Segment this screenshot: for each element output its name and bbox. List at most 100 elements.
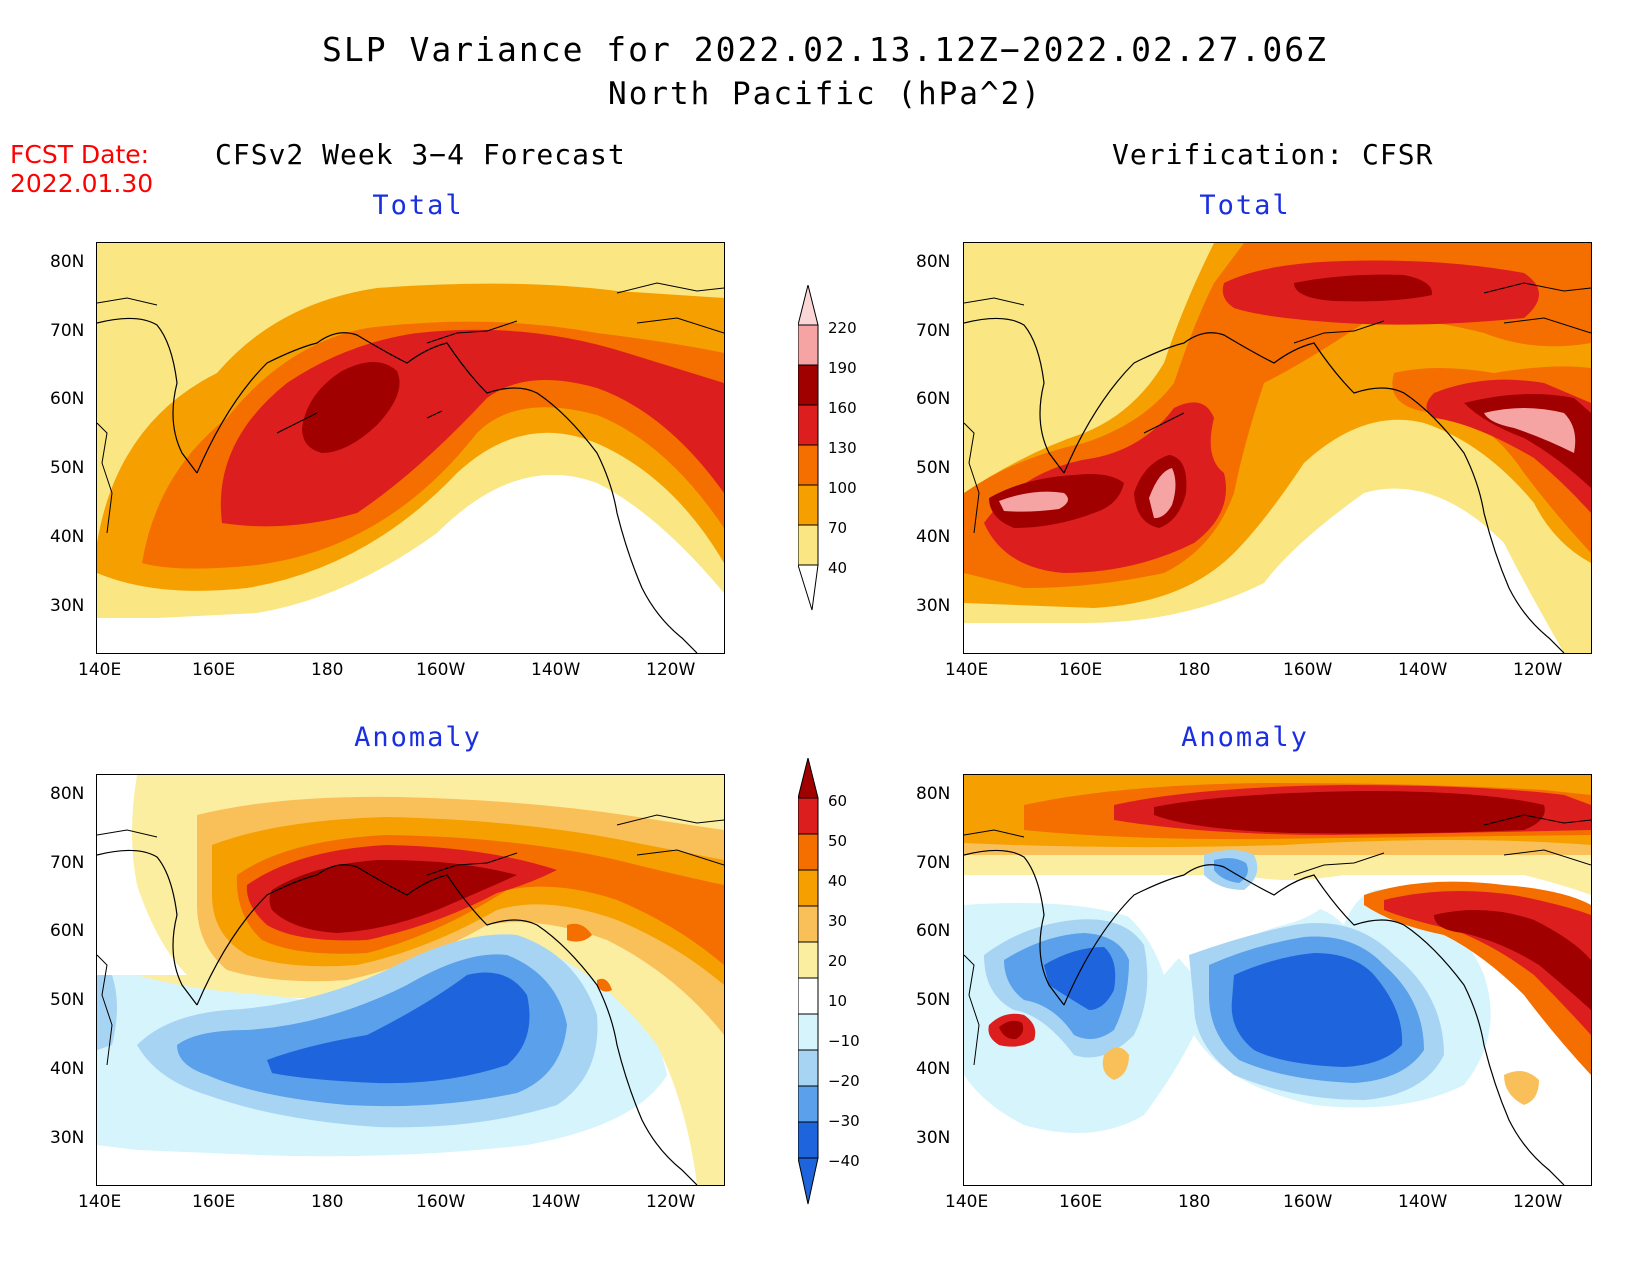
colorbar-total-label: 130 bbox=[828, 439, 857, 457]
lon-label: 160W bbox=[416, 660, 466, 680]
lat-label: 80N bbox=[916, 784, 951, 804]
cb-anom-boxes-swatch bbox=[797, 977, 819, 1015]
cb-anom-boxes-swatch bbox=[797, 941, 819, 979]
cb-anom-boxes-swatch bbox=[797, 905, 819, 943]
colorbar-total-label: 100 bbox=[828, 479, 857, 497]
lat-label: 40N bbox=[50, 1059, 85, 1079]
cb-total-boxes-swatch bbox=[797, 364, 819, 406]
lat-label: 50N bbox=[50, 990, 85, 1010]
colorbar-total bbox=[797, 284, 858, 615]
lon-label: 180 bbox=[1178, 1192, 1211, 1212]
colorbar-anomaly-label: 60 bbox=[828, 792, 848, 810]
lat-label: 30N bbox=[916, 596, 951, 616]
lat-label: 60N bbox=[50, 389, 85, 409]
panel-title-tl: Total bbox=[372, 190, 464, 221]
cb-anom-boxes-swatch bbox=[797, 1049, 819, 1087]
cb-total-boxes-swatch bbox=[797, 444, 819, 486]
lat-label: 60N bbox=[916, 389, 951, 409]
cb-anom-boxes-swatch bbox=[797, 1013, 819, 1051]
lon-label: 160E bbox=[192, 1192, 236, 1212]
lon-label: 140E bbox=[78, 1192, 122, 1212]
lat-label: 70N bbox=[916, 321, 951, 341]
lon-label: 140W bbox=[1398, 1192, 1448, 1212]
lon-label: 180 bbox=[311, 1192, 344, 1212]
lat-label: 40N bbox=[916, 527, 951, 547]
colorbar-anomaly-label: 20 bbox=[828, 952, 848, 970]
colorbar-total-label: 70 bbox=[828, 519, 848, 537]
colorbar-anomaly-label: −10 bbox=[828, 1032, 860, 1050]
cb-total-boxes-swatch bbox=[797, 484, 819, 526]
cb-anom-boxes-swatch bbox=[797, 1121, 819, 1159]
lon-label: 160W bbox=[1283, 1192, 1333, 1212]
lon-label: 140E bbox=[78, 660, 122, 680]
colorbar-anomaly-label: −30 bbox=[828, 1112, 860, 1130]
colorbar-total-bottom-arrow bbox=[797, 564, 819, 611]
panel-title-bl: Anomaly bbox=[354, 722, 482, 753]
colorbar-total-label: 190 bbox=[828, 359, 857, 377]
lat-label: 80N bbox=[916, 252, 951, 272]
lat-label: 80N bbox=[50, 252, 85, 272]
colorbar-anomaly-label: −40 bbox=[828, 1152, 860, 1170]
lat-label: 70N bbox=[916, 853, 951, 873]
cb-anom-boxes-swatch bbox=[797, 833, 819, 871]
lat-label: 80N bbox=[50, 784, 85, 804]
colorbar-anomaly-label: 10 bbox=[828, 992, 848, 1010]
cb-total-boxes-swatch bbox=[797, 404, 819, 446]
figure-title-line2: North Pacific (hPa^2) bbox=[608, 76, 1042, 112]
colorbar-total-top-arrow bbox=[797, 284, 819, 326]
cb-anom-boxes-swatch bbox=[797, 797, 819, 835]
lat-label: 60N bbox=[50, 921, 85, 941]
panel-title-br: Anomaly bbox=[1181, 722, 1309, 753]
lon-label: 180 bbox=[311, 660, 344, 680]
lon-label: 120W bbox=[1513, 660, 1563, 680]
lon-label: 140W bbox=[1398, 660, 1448, 680]
lon-label: 120W bbox=[646, 660, 696, 680]
lat-label: 50N bbox=[916, 990, 951, 1010]
colorbar-anomaly-label: −20 bbox=[828, 1072, 860, 1090]
map-verification-anomaly bbox=[963, 774, 1592, 1186]
lat-label: 30N bbox=[50, 596, 85, 616]
cb-total-boxes-swatch bbox=[797, 524, 819, 566]
map-verification-total bbox=[963, 242, 1592, 654]
lat-label: 30N bbox=[916, 1128, 951, 1148]
cb-total-boxes-swatch bbox=[797, 324, 819, 366]
map-forecast-anomaly bbox=[96, 774, 725, 1186]
lat-label: 50N bbox=[50, 458, 85, 478]
lon-label: 160E bbox=[1059, 1192, 1103, 1212]
map-forecast-total bbox=[96, 242, 725, 654]
colorbar-anomaly bbox=[797, 757, 858, 1208]
lon-label: 140E bbox=[945, 1192, 989, 1212]
lon-label: 160E bbox=[192, 660, 236, 680]
panel-title-tr: Total bbox=[1199, 190, 1291, 221]
lon-label: 160E bbox=[1059, 660, 1103, 680]
colorbar-anomaly-bottom-arrow bbox=[797, 1157, 819, 1205]
lat-label: 40N bbox=[916, 1059, 951, 1079]
colorbar-anomaly-label: 30 bbox=[828, 912, 848, 930]
verification-header: Verification: CFSR bbox=[1112, 138, 1434, 171]
forecast-header: CFSv2 Week 3−4 Forecast bbox=[215, 138, 626, 171]
lat-label: 30N bbox=[50, 1128, 85, 1148]
lon-label: 160W bbox=[1283, 660, 1333, 680]
lon-label: 120W bbox=[1513, 1192, 1563, 1212]
lon-label: 180 bbox=[1178, 660, 1211, 680]
lon-label: 120W bbox=[646, 1192, 696, 1212]
forecast-date: FCST Date: 2022.01.30 bbox=[10, 140, 153, 198]
forecast-date-value: 2022.01.30 bbox=[10, 169, 154, 198]
colorbar-anomaly-label: 40 bbox=[828, 872, 848, 890]
lat-label: 70N bbox=[50, 321, 85, 341]
lon-label: 140W bbox=[531, 1192, 581, 1212]
colorbar-anomaly-label: 50 bbox=[828, 832, 848, 850]
figure-title-line1: SLP Variance for 2022.02.13.12Z−2022.02.… bbox=[322, 30, 1328, 69]
lon-label: 140W bbox=[531, 660, 581, 680]
colorbar-total-label: 160 bbox=[828, 399, 857, 417]
forecast-date-label: FCST Date: bbox=[10, 140, 150, 169]
lon-label: 160W bbox=[416, 1192, 466, 1212]
colorbar-total-label: 220 bbox=[828, 319, 857, 337]
lat-label: 60N bbox=[916, 921, 951, 941]
lat-label: 50N bbox=[916, 458, 951, 478]
lon-label: 140E bbox=[945, 660, 989, 680]
lat-label: 70N bbox=[50, 853, 85, 873]
cb-anom-boxes-swatch bbox=[797, 869, 819, 907]
colorbar-total-label: 40 bbox=[828, 559, 848, 577]
cb-anom-boxes-swatch bbox=[797, 1085, 819, 1123]
